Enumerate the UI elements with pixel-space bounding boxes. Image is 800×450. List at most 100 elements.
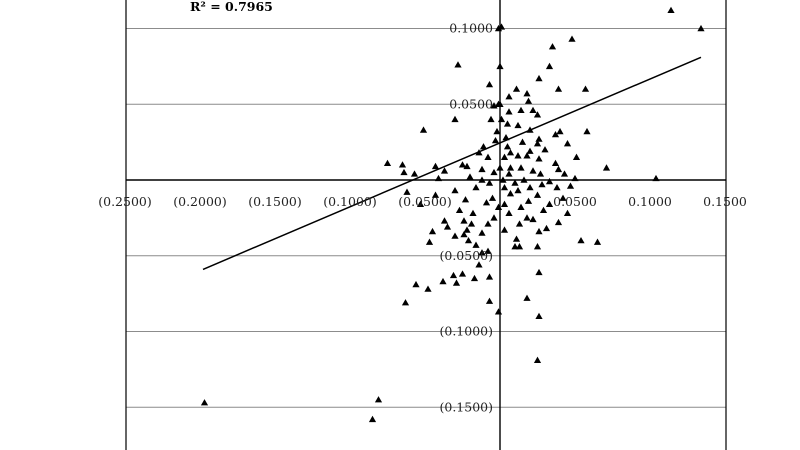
data-point-156 <box>374 396 383 403</box>
y-tick-label-1: 0.0500 <box>449 96 493 111</box>
data-point-86 <box>472 183 480 191</box>
data-point-7 <box>496 62 504 70</box>
data-point-119 <box>443 223 452 230</box>
data-point-28 <box>514 121 522 129</box>
data-point-149 <box>401 299 410 306</box>
data-point-76 <box>499 176 507 183</box>
data-point-117 <box>484 220 492 227</box>
data-point-141 <box>449 271 458 279</box>
data-point-105 <box>455 206 464 213</box>
data-point-103 <box>494 203 503 210</box>
x-tick-label-2: (0.1500) <box>248 194 302 209</box>
data-point-54 <box>398 161 407 168</box>
data-point-108 <box>505 209 513 217</box>
data-point-3 <box>497 23 506 30</box>
data-point-8 <box>545 62 554 70</box>
data-point-53 <box>383 159 392 167</box>
data-point-19 <box>529 106 537 114</box>
y-tick-label-4: (0.1500) <box>440 399 494 414</box>
data-point-69 <box>490 168 498 176</box>
data-point-121 <box>542 224 551 232</box>
data-point-6 <box>454 61 462 68</box>
data-point-60 <box>506 164 515 171</box>
data-point-134 <box>511 243 519 250</box>
x-tick-label-6: 0.1000 <box>628 194 672 209</box>
data-point-79 <box>652 174 660 182</box>
data-point-42 <box>563 140 572 147</box>
data-point-133 <box>593 238 602 245</box>
data-point-146 <box>424 285 432 292</box>
data-point-135 <box>515 243 524 250</box>
data-point-128 <box>425 238 434 245</box>
data-point-96 <box>559 194 567 201</box>
data-point-61 <box>517 164 525 171</box>
x-tick-label-7: 0.1500 <box>703 194 747 209</box>
data-point-110 <box>490 214 498 221</box>
data-point-120 <box>463 226 471 233</box>
data-point-145 <box>485 273 494 280</box>
data-point-99 <box>482 199 491 206</box>
x-tick-label-5: 0.0500 <box>553 194 597 209</box>
data-point-154 <box>533 356 542 363</box>
plot-frame <box>125 0 727 450</box>
y-tick-label-0: 0.1000 <box>449 21 493 36</box>
trendline-group <box>202 56 702 271</box>
data-point-95 <box>488 194 497 201</box>
data-point-75 <box>520 176 528 183</box>
data-point-25 <box>487 115 495 123</box>
data-point-126 <box>460 230 468 238</box>
data-point-48 <box>484 153 492 160</box>
tick-labels: (0.2500) (0.2000) (0.1500) (0.1000) (0.0500)… <box>98 21 747 415</box>
data-point-132 <box>577 237 585 244</box>
data-point-77 <box>478 176 486 183</box>
data-point-9 <box>535 74 543 82</box>
data-point-26 <box>497 115 506 123</box>
data-point-109 <box>563 209 572 217</box>
data-point-41 <box>533 140 542 147</box>
data-point-23 <box>533 111 542 118</box>
x-tick-label-4: (0.0500) <box>398 194 452 209</box>
data-point-106 <box>539 206 548 213</box>
data-point-65 <box>602 164 611 171</box>
data-point-27 <box>503 120 512 127</box>
data-point-151 <box>523 294 531 301</box>
data-point-58 <box>496 164 504 171</box>
data-point-37 <box>491 137 500 144</box>
data-point-34 <box>502 133 510 141</box>
data-point-122 <box>500 226 509 233</box>
data-point-4 <box>568 35 576 42</box>
data-point-36 <box>551 130 560 138</box>
data-point-123 <box>478 229 486 236</box>
data-point-93 <box>506 190 515 197</box>
data-point-89 <box>403 188 411 195</box>
data-point-59 <box>458 161 467 168</box>
data-point-82 <box>511 179 519 186</box>
data-point-113 <box>529 215 537 223</box>
data-point-35 <box>535 135 543 142</box>
data-point-137 <box>484 247 492 254</box>
r-squared-label: R² = 0.7965 <box>190 0 273 14</box>
data-point-80 <box>545 177 554 185</box>
data-point-118 <box>515 220 524 227</box>
data-point-22 <box>490 102 498 109</box>
data-point-144 <box>470 274 479 282</box>
data-point-31 <box>493 127 501 135</box>
x-tick-label-1: (0.2000) <box>173 194 227 209</box>
data-point-24 <box>451 115 459 123</box>
data-point-1 <box>697 24 705 32</box>
data-point-63 <box>529 167 537 174</box>
x-tick-label-3: (0.1000) <box>323 194 377 209</box>
data-point-91 <box>514 187 522 194</box>
data-point-30 <box>419 126 428 133</box>
data-point-92 <box>431 191 440 198</box>
data-point-72 <box>560 170 569 177</box>
data-point-5 <box>548 43 557 50</box>
y-tick-label-2: (0.0500) <box>440 248 494 263</box>
data-point-125 <box>428 227 437 235</box>
data-point-38 <box>518 138 527 145</box>
data-point-148 <box>412 280 420 288</box>
data-point-102 <box>545 200 554 207</box>
data-point-100 <box>416 200 425 207</box>
data-point-157 <box>368 415 377 423</box>
